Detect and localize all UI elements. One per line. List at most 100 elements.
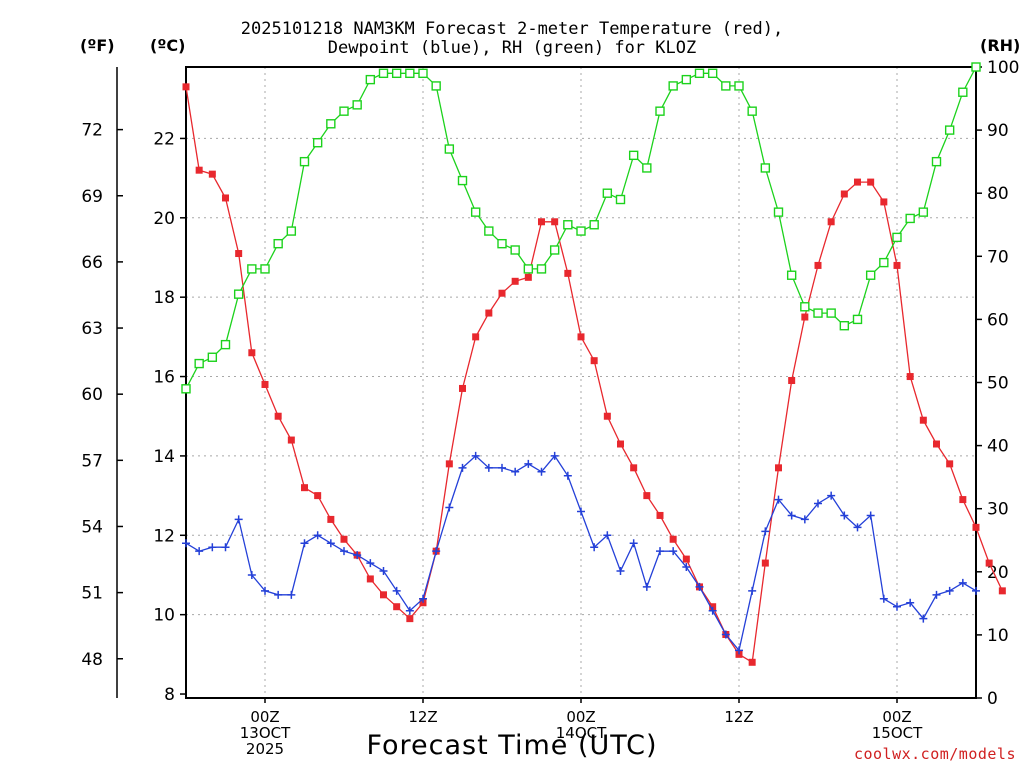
fahrenheit-tick-label: 63	[81, 319, 103, 339]
data-point	[893, 261, 901, 269]
data-point	[839, 321, 850, 331]
data-point	[470, 207, 481, 217]
data-point	[392, 586, 401, 595]
data-point	[893, 602, 901, 611]
data-point	[867, 178, 875, 186]
data-point	[985, 559, 993, 567]
data-point	[761, 527, 770, 536]
fahrenheit-unit-label: (ºF)	[80, 36, 115, 55]
data-point	[932, 590, 941, 599]
data-point	[576, 226, 586, 236]
data-point	[326, 119, 336, 129]
data-point	[577, 333, 585, 341]
data-point	[536, 264, 547, 274]
data-point	[879, 257, 889, 268]
data-point	[222, 194, 229, 202]
source-credit: coolwx.com/models	[853, 745, 1016, 763]
data-point	[286, 226, 297, 236]
time-tick-label: 13OCT	[240, 724, 291, 742]
data-point	[353, 551, 362, 560]
data-point	[299, 156, 310, 167]
celsius-tick-label: 22	[153, 129, 175, 149]
data-point	[273, 238, 283, 249]
data-point	[340, 535, 348, 543]
data-point	[918, 207, 929, 217]
data-point	[854, 178, 861, 186]
data-point	[497, 238, 507, 249]
data-point	[564, 269, 572, 277]
data-point	[944, 125, 955, 135]
data-point	[788, 377, 796, 385]
data-point	[880, 198, 888, 206]
rh-tick-label: 60	[987, 310, 1009, 330]
data-point	[800, 302, 810, 312]
data-point	[538, 218, 545, 226]
data-point	[840, 511, 849, 520]
data-point	[642, 582, 651, 591]
data-point	[418, 68, 428, 79]
data-point	[524, 459, 533, 468]
chart-title-line1: 2025101218 NAM3KM Forecast 2-meter Tempe…	[240, 19, 784, 39]
celsius-unit-label: (ºC)	[150, 36, 186, 55]
data-point	[682, 563, 691, 572]
data-point	[194, 358, 204, 369]
data-point	[498, 289, 506, 297]
data-point	[352, 100, 362, 110]
time-tick-label: 12Z	[408, 708, 437, 726]
data-point	[445, 503, 454, 512]
data-point	[314, 492, 322, 500]
data-point	[656, 511, 664, 519]
data-point	[511, 277, 519, 285]
data-point	[472, 333, 480, 341]
data-point	[669, 547, 678, 556]
data-point	[393, 603, 401, 611]
data-point	[207, 352, 218, 362]
data-point	[603, 412, 611, 420]
time-tick-label: 14OCT	[556, 724, 607, 742]
data-series	[181, 62, 1006, 666]
data-point	[945, 586, 954, 595]
rh-unit-label: (RH)	[980, 36, 1021, 55]
data-point	[958, 578, 967, 587]
data-point	[208, 543, 217, 552]
data-point	[261, 380, 269, 388]
data-point	[248, 349, 256, 357]
fahrenheit-tick-label: 72	[81, 121, 103, 141]
data-point	[366, 559, 375, 568]
rh-tick-label: 80	[987, 184, 1009, 204]
data-point	[459, 384, 466, 392]
data-point	[775, 464, 782, 472]
data-point	[444, 144, 455, 154]
x-axis-title: Forecast Time (UTC)	[366, 730, 658, 761]
data-point	[366, 575, 374, 583]
time-tick-label: 15OCT	[872, 724, 923, 742]
data-point	[931, 156, 942, 167]
fahrenheit-tick-label: 51	[81, 584, 103, 604]
rh-tick-label: 40	[987, 437, 1009, 457]
data-point	[563, 220, 573, 230]
data-point	[549, 245, 560, 255]
data-point	[471, 451, 480, 460]
data-point	[406, 615, 414, 623]
data-point	[628, 150, 639, 161]
series-1	[182, 451, 980, 655]
data-point	[879, 594, 888, 603]
data-point	[313, 531, 322, 540]
rh-tick-label: 90	[987, 121, 1009, 141]
data-point	[668, 81, 678, 91]
data-point	[484, 226, 494, 236]
data-point	[484, 463, 493, 472]
data-point	[301, 484, 308, 492]
series-2	[181, 62, 981, 394]
data-point	[617, 440, 624, 448]
celsius-tick-label: 10	[153, 606, 175, 626]
data-point	[208, 170, 216, 178]
data-point	[708, 606, 717, 615]
data-point	[681, 74, 692, 85]
time-tick-label: 2025	[246, 740, 284, 758]
data-point	[405, 68, 415, 79]
data-point	[615, 194, 626, 205]
celsius-tick-label: 14	[153, 447, 175, 467]
data-point	[563, 471, 572, 480]
data-point	[195, 547, 204, 556]
